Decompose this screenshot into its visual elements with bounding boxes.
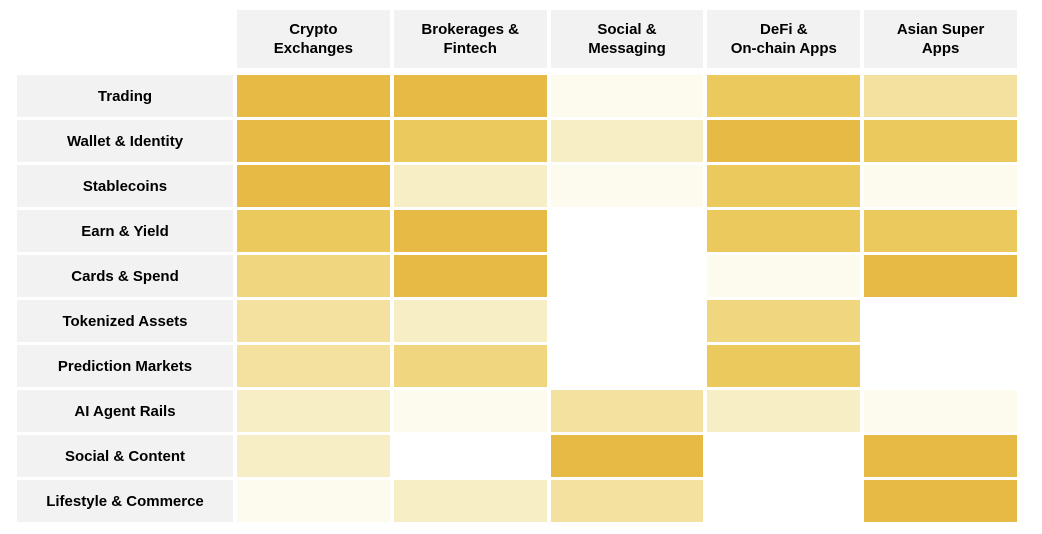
column-header-text: Social & — [597, 21, 657, 38]
heatmap-cell-lifestyle-commerce-crypto-exchanges — [237, 480, 390, 522]
row-label-earn-yield: Earn & Yield — [17, 210, 233, 252]
heatmap-cell-ai-agent-rails-brokerages-fintech — [393, 390, 547, 432]
heatmap-cell-ai-agent-rails-crypto-exchanges — [237, 390, 390, 432]
heatmap-cell-wallet-identity-asian-super-apps — [864, 120, 1017, 162]
heatmap-cell-ai-agent-rails-asian-super-apps — [864, 390, 1017, 432]
row-label-cards-spend: Cards & Spend — [17, 255, 233, 297]
heatmap-cell-tokenized-assets-brokerages-fintech — [393, 300, 547, 342]
column-header-social-messaging: Social & Messaging — [550, 10, 704, 68]
heatmap-cell-prediction-markets-social-messaging — [550, 345, 704, 387]
heatmap-cell-social-content-asian-super-apps — [864, 435, 1017, 477]
heatmap-cell-prediction-markets-asian-super-apps — [864, 345, 1017, 387]
column-header-text: DeFi & — [760, 21, 808, 38]
heatmap-cell-cards-spend-crypto-exchanges — [237, 255, 390, 297]
heatmap-cell-stablecoins-social-messaging — [550, 165, 704, 207]
row-label-wallet-identity: Wallet & Identity — [17, 120, 233, 162]
heatmap-cell-tokenized-assets-social-messaging — [550, 300, 704, 342]
heatmap-cell-prediction-markets-defi-on-chain-apps — [707, 345, 861, 387]
heatmap-cell-tokenized-assets-asian-super-apps — [864, 300, 1017, 342]
row-label-ai-agent-rails: AI Agent Rails — [17, 390, 233, 432]
heatmap-cell-earn-yield-asian-super-apps — [864, 210, 1017, 252]
column-header-text: Brokerages & — [421, 21, 519, 38]
column-header-text: Apps — [921, 40, 960, 57]
heatmap-cell-social-content-brokerages-fintech — [393, 435, 547, 477]
column-header-text: Crypto — [289, 21, 338, 38]
heatmap-cell-trading-defi-on-chain-apps — [707, 75, 861, 117]
heatmap-cell-lifestyle-commerce-defi-on-chain-apps — [707, 480, 861, 522]
column-header-defi-on-chain-apps: DeFi & On-chain Apps — [707, 10, 861, 68]
heatmap-cell-wallet-identity-defi-on-chain-apps — [707, 120, 861, 162]
row-label-tokenized-assets: Tokenized Assets — [17, 300, 233, 342]
heatmap-cell-cards-spend-defi-on-chain-apps — [707, 255, 861, 297]
heatmap-cell-cards-spend-brokerages-fintech — [393, 255, 547, 297]
heatmap-body: Trading Wallet & Identity Stablecoins Earn … — [17, 75, 1017, 522]
column-header-text: Messaging — [588, 40, 666, 57]
heatmap-cell-lifestyle-commerce-social-messaging — [550, 480, 704, 522]
heatmap-cell-ai-agent-rails-social-messaging — [550, 390, 704, 432]
column-header-asian-super-apps: Asian Super Apps — [864, 10, 1017, 68]
column-header-crypto-exchanges: Crypto Exchanges — [237, 10, 390, 68]
heatmap-cell-earn-yield-defi-on-chain-apps — [707, 210, 861, 252]
row-label-social-content: Social & Content — [17, 435, 233, 477]
corner-spacer — [17, 10, 233, 68]
column-header-text: Fintech — [443, 40, 497, 57]
heatmap-cell-trading-social-messaging — [550, 75, 704, 117]
heatmap-cell-social-content-crypto-exchanges — [237, 435, 390, 477]
heatmap-cell-cards-spend-social-messaging — [550, 255, 704, 297]
heatmap-cell-tokenized-assets-defi-on-chain-apps — [707, 300, 861, 342]
heatmap-cell-earn-yield-crypto-exchanges — [237, 210, 390, 252]
row-label-lifestyle-commerce: Lifestyle & Commerce — [17, 480, 233, 522]
heatmap-cell-lifestyle-commerce-asian-super-apps — [864, 480, 1017, 522]
heatmap-cell-ai-agent-rails-defi-on-chain-apps — [707, 390, 861, 432]
heatmap-cell-cards-spend-asian-super-apps — [864, 255, 1017, 297]
heatmap-cell-earn-yield-social-messaging — [550, 210, 704, 252]
heatmap-cell-social-content-defi-on-chain-apps — [707, 435, 861, 477]
heatmap-cell-lifestyle-commerce-brokerages-fintech — [393, 480, 547, 522]
heatmap-cell-wallet-identity-social-messaging — [550, 120, 704, 162]
row-label-prediction-markets: Prediction Markets — [17, 345, 233, 387]
heatmap-cell-trading-asian-super-apps — [864, 75, 1017, 117]
heatmap-cell-earn-yield-brokerages-fintech — [393, 210, 547, 252]
column-header-text: Exchanges — [273, 40, 353, 57]
heatmap-cell-prediction-markets-brokerages-fintech — [393, 345, 547, 387]
column-header-text: Asian Super — [896, 21, 985, 38]
heatmap-cell-prediction-markets-crypto-exchanges — [237, 345, 390, 387]
heatmap-cell-wallet-identity-brokerages-fintech — [393, 120, 547, 162]
row-label-trading: Trading — [17, 75, 233, 117]
heatmap-cell-stablecoins-defi-on-chain-apps — [707, 165, 861, 207]
heatmap-cell-trading-crypto-exchanges — [237, 75, 390, 117]
heatmap-cell-stablecoins-brokerages-fintech — [393, 165, 547, 207]
row-label-stablecoins: Stablecoins — [17, 165, 233, 207]
column-header-row: Crypto Exchanges Brokerages & Fintech Social… — [17, 10, 1017, 68]
heatmap-cell-stablecoins-asian-super-apps — [864, 165, 1017, 207]
column-header-brokerages-fintech: Brokerages & Fintech — [393, 10, 547, 68]
heatmap-cell-wallet-identity-crypto-exchanges — [237, 120, 390, 162]
heatmap-cell-tokenized-assets-crypto-exchanges — [237, 300, 390, 342]
coverage-heatmap: Crypto Exchanges Brokerages & Fintech Social… — [17, 10, 1017, 522]
heatmap-cell-social-content-social-messaging — [550, 435, 704, 477]
column-header-text: On-chain Apps — [730, 40, 837, 57]
heatmap-cell-trading-brokerages-fintech — [393, 75, 547, 117]
heatmap-cell-stablecoins-crypto-exchanges — [237, 165, 390, 207]
